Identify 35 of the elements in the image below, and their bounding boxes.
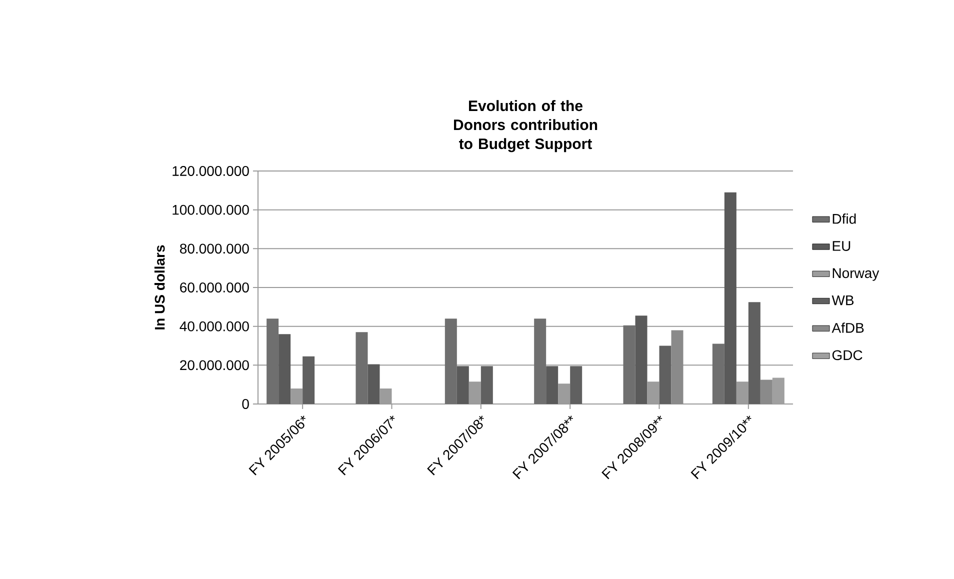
y-tick-label: 40.000.000	[180, 321, 249, 332]
y-tick-label: 0	[242, 399, 249, 409]
chart-title: Evolution of the Donors contribution to Budget Support	[454, 100, 598, 152]
y-tick-label: 120.000.000	[172, 166, 249, 176]
bar	[671, 330, 684, 404]
y-tick-label: 100.000.000	[172, 204, 249, 215]
bar	[456, 366, 469, 404]
legend-label: Norway	[832, 268, 880, 281]
bar	[772, 378, 784, 404]
legend-label: GDC	[832, 350, 862, 360]
bar	[444, 318, 457, 404]
bar	[480, 366, 493, 404]
bar	[623, 325, 636, 404]
bar	[712, 344, 724, 404]
legend-label: AfDB	[832, 322, 864, 333]
bar	[368, 364, 380, 404]
bar	[278, 334, 291, 404]
bar	[635, 316, 648, 404]
bar	[748, 302, 760, 404]
bar	[356, 332, 368, 404]
y-axis-title: In US dollars	[154, 245, 165, 330]
bar	[302, 356, 315, 404]
legend-label: Dfid	[832, 214, 856, 224]
bar	[570, 366, 582, 404]
y-tick-label: 80.000.000	[180, 244, 249, 254]
y-tick-label: 60.000.000	[180, 282, 249, 292]
bar	[534, 318, 546, 404]
y-tick-label: 20.000.000	[180, 360, 249, 370]
bar	[546, 366, 558, 404]
bar	[659, 346, 672, 404]
bar	[724, 192, 736, 404]
bar	[266, 318, 279, 404]
legend-label: EU	[832, 241, 850, 251]
bar	[760, 380, 772, 404]
legend-label: WB	[832, 295, 854, 306]
